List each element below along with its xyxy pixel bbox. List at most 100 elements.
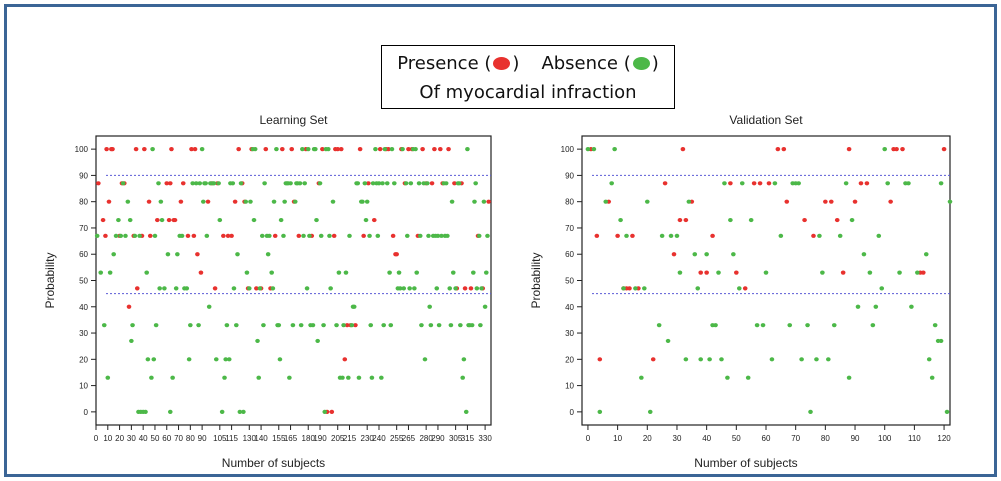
point-presence xyxy=(811,233,816,238)
y-tick-label: 30 xyxy=(79,329,88,338)
point-absence xyxy=(125,199,131,204)
point-absence xyxy=(157,286,162,291)
point-absence xyxy=(203,181,208,186)
point-absence xyxy=(849,217,855,223)
point-absence xyxy=(137,233,142,238)
y-tick-label: 90 xyxy=(565,171,574,180)
point-absence xyxy=(301,233,306,238)
point-presence xyxy=(272,233,278,238)
point-presence xyxy=(254,286,259,291)
point-absence xyxy=(479,286,484,291)
point-presence xyxy=(677,217,683,223)
x-tick-label: 0 xyxy=(94,434,99,443)
point-absence xyxy=(118,233,124,238)
point-presence xyxy=(338,147,344,152)
point-presence xyxy=(172,217,178,223)
x-tick-label: 155 xyxy=(272,434,286,443)
point-absence xyxy=(213,357,219,362)
point-presence xyxy=(920,270,926,275)
point-absence xyxy=(656,323,662,328)
y-tick-label: 10 xyxy=(565,382,574,391)
y-tick-label: 60 xyxy=(79,250,88,259)
point-absence xyxy=(356,375,362,380)
point-absence xyxy=(130,323,135,328)
point-presence xyxy=(185,233,191,238)
point-absence xyxy=(736,286,742,291)
chart-panel-2: Validation Set 0 10 20 30 40 50 60 70 80 90 100 0 10 2… xyxy=(529,113,953,470)
point-absence xyxy=(113,233,119,238)
point-presence xyxy=(96,181,101,186)
point-absence xyxy=(325,147,331,152)
point-absence xyxy=(322,409,328,414)
point-absence xyxy=(271,199,277,204)
point-absence xyxy=(944,409,950,414)
point-absence xyxy=(351,304,357,309)
point-absence xyxy=(257,286,263,291)
point-absence xyxy=(404,233,410,238)
point-absence xyxy=(94,233,100,238)
point-absence xyxy=(621,286,626,291)
point-presence xyxy=(784,199,790,204)
point-absence xyxy=(184,286,190,291)
legend-label-presence: Presence ( xyxy=(397,53,492,74)
x-tick-label: 110 xyxy=(908,434,921,443)
point-absence xyxy=(408,181,414,186)
point-absence xyxy=(313,147,318,152)
point-presence xyxy=(823,199,828,204)
point-absence xyxy=(612,147,617,152)
point-absence xyxy=(897,270,902,275)
point-absence xyxy=(340,375,345,380)
point-absence xyxy=(686,199,692,204)
point-presence xyxy=(236,147,241,152)
point-absence xyxy=(321,323,326,328)
point-absence xyxy=(698,357,704,362)
point-absence xyxy=(407,286,412,291)
x-tick-label: 80 xyxy=(186,434,195,443)
point-absence xyxy=(618,217,623,223)
x-tick-label: 50 xyxy=(151,434,160,443)
presence-marker-icon xyxy=(493,57,511,70)
point-absence xyxy=(831,323,837,328)
x-tick-label: 115 xyxy=(225,434,238,443)
point-presence xyxy=(142,147,147,152)
point-absence xyxy=(400,147,405,152)
point-absence xyxy=(304,286,310,291)
point-absence xyxy=(373,147,378,152)
point-presence xyxy=(615,233,620,238)
point-absence xyxy=(336,270,342,275)
x-tick-label: 330 xyxy=(478,434,492,443)
point-absence xyxy=(151,357,157,362)
point-absence xyxy=(401,286,407,291)
point-presence xyxy=(597,357,603,362)
point-absence xyxy=(244,270,250,275)
point-presence xyxy=(802,217,807,223)
point-absence xyxy=(248,199,253,204)
plot-area xyxy=(95,135,492,426)
point-absence xyxy=(252,147,258,152)
point-absence xyxy=(343,270,349,275)
x-tick-label: 90 xyxy=(198,434,207,443)
point-presence xyxy=(864,181,870,186)
point-absence xyxy=(843,181,849,186)
point-absence xyxy=(763,270,769,275)
point-presence xyxy=(198,270,204,275)
plot-area xyxy=(581,135,951,426)
point-absence xyxy=(796,181,801,186)
point-absence xyxy=(609,181,614,186)
point-absence xyxy=(149,375,154,380)
point-absence xyxy=(256,375,262,380)
point-presence xyxy=(462,286,468,291)
point-absence xyxy=(923,252,929,257)
point-presence xyxy=(320,147,325,152)
point-absence xyxy=(846,375,852,380)
point-presence xyxy=(429,181,435,186)
y-tick-label: 60 xyxy=(565,250,574,259)
x-tick-label: 10 xyxy=(103,434,112,443)
point-absence xyxy=(237,409,243,414)
point-absence xyxy=(231,286,237,291)
y-tick-label: 10 xyxy=(79,382,88,391)
point-absence xyxy=(196,323,201,328)
y-tick-label: 90 xyxy=(79,171,88,180)
point-absence xyxy=(814,357,819,362)
x-tick-label: 230 xyxy=(361,434,375,443)
